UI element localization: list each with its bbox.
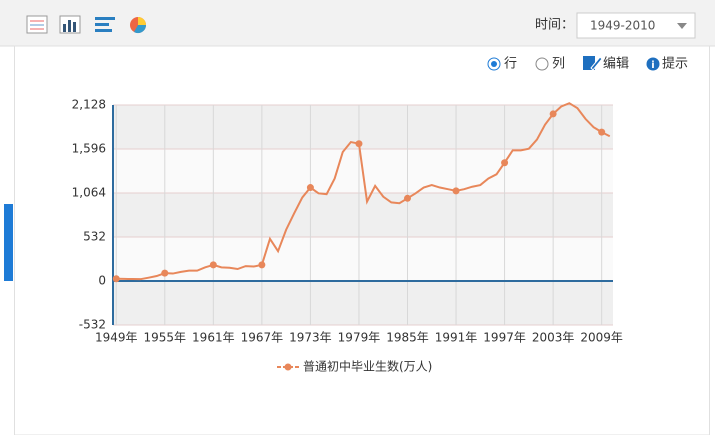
x-tick-label: 1949年	[95, 331, 138, 345]
radio-column[interactable]	[535, 57, 549, 71]
series-marker	[306, 184, 314, 192]
y-tick-label: 1,064	[72, 186, 106, 200]
x-tick-label: 2009年	[580, 331, 623, 345]
y-tick-label: 1,596	[72, 142, 106, 156]
plot-band	[113, 105, 613, 149]
x-tick-label: 2003年	[532, 331, 575, 345]
time-range: 1949-2010	[590, 19, 655, 33]
series-marker	[258, 261, 266, 269]
series-line	[116, 102, 611, 281]
hint-label[interactable]: 提示	[662, 56, 688, 72]
hint-icon[interactable]	[646, 57, 660, 71]
series-marker	[161, 269, 169, 277]
dropdown-arrow	[677, 23, 687, 29]
time-select[interactable]	[576, 12, 696, 39]
series-marker	[403, 194, 411, 202]
plot-band	[113, 193, 613, 237]
edit-icon[interactable]	[583, 56, 603, 71]
x-tick-label: 1997年	[483, 331, 526, 345]
legend-label: 普通初中毕业生数(万人)	[303, 359, 432, 374]
x-tick-label: 1985年	[386, 331, 429, 345]
radio-dot	[491, 61, 497, 67]
edit-label[interactable]: 编辑	[603, 57, 629, 72]
series-marker	[549, 110, 557, 118]
series-marker	[501, 159, 509, 167]
legend-marker	[284, 363, 292, 371]
icon-bar[interactable]	[59, 15, 81, 34]
side-tab[interactable]	[4, 204, 13, 281]
series-marker	[598, 128, 606, 136]
series-marker	[209, 261, 217, 269]
y-tick-label: 0	[98, 274, 106, 288]
x-tick-label: 1955年	[144, 331, 187, 345]
x-tick-label: 1991年	[435, 331, 478, 345]
x-tick-label: 1967年	[241, 331, 284, 345]
time-label: 时间：	[535, 18, 574, 33]
series-marker	[112, 275, 120, 283]
y-tick-label: -532	[79, 318, 106, 332]
x-tick-label: 1961年	[192, 331, 235, 345]
x-tick-label: 1973年	[289, 331, 332, 345]
hint-icon-glyph: i	[651, 60, 654, 71]
chart: -532 0 532 1,064 1,596 2,128 1949年 1955年 1961年 19…	[72, 98, 623, 374]
icon-pie[interactable]	[130, 17, 147, 34]
plot-band	[113, 237, 613, 281]
x-tick-label: 1979年	[338, 331, 381, 345]
series-marker	[452, 187, 460, 195]
series-marker	[355, 140, 363, 148]
y-tick-label: 2,128	[72, 98, 106, 112]
plot-band	[113, 281, 613, 325]
icon-table[interactable]	[26, 15, 48, 34]
row-label: 行	[504, 57, 517, 72]
column-label: 列	[552, 57, 565, 72]
icon-hbar[interactable]	[95, 17, 115, 32]
y-tick-label: 532	[83, 230, 106, 244]
